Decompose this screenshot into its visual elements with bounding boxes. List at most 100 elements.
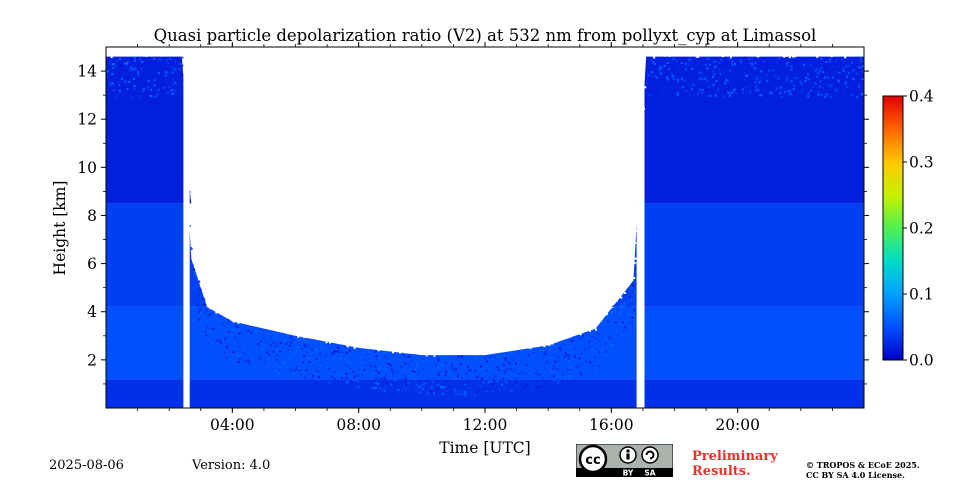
noise-pixel: [675, 74, 677, 77]
noise-pixel: [327, 366, 330, 369]
noise-pixel: [706, 82, 709, 84]
noise-pixel: [192, 268, 195, 271]
noise-pixel: [456, 351, 459, 354]
noise-pixel: [173, 61, 175, 64]
noise-pixel: [229, 333, 231, 336]
noise-pixel: [290, 368, 293, 371]
noise-pixel: [408, 342, 411, 345]
noise-pixel: [460, 355, 463, 358]
noise-pixel: [116, 89, 118, 92]
noise-pixel: [275, 358, 278, 361]
noise-pixel: [149, 92, 151, 95]
noise-pixel: [504, 357, 507, 360]
noise-pixel: [348, 369, 351, 372]
noise-pixel: [207, 327, 210, 330]
noise-pixel: [604, 333, 607, 336]
noise-pixel: [610, 348, 613, 351]
noise-pixel: [337, 350, 339, 353]
noise-pixel: [755, 89, 758, 92]
noise-pixel: [599, 335, 601, 338]
noise-pixel: [289, 358, 292, 361]
noise-pixel: [677, 81, 680, 83]
noise-pixel: [840, 59, 843, 62]
noise-pixel: [835, 57, 838, 60]
noise-pixel: [516, 384, 519, 387]
noise-pixel: [337, 340, 340, 343]
noise-pixel: [852, 69, 855, 72]
attribution-icon: [619, 446, 637, 464]
noise-pixel: [766, 75, 769, 78]
noise-pixel: [138, 75, 141, 77]
noise-pixel: [825, 61, 828, 64]
noise-pixel: [712, 83, 715, 86]
noise-pixel: [754, 81, 757, 84]
noise-pixel: [844, 56, 847, 59]
noise-pixel: [232, 312, 235, 315]
noise-pixel: [190, 247, 193, 250]
noise-pixel: [772, 69, 775, 72]
noise-pixel: [860, 66, 863, 69]
noise-pixel: [230, 322, 233, 325]
noise-pixel: [406, 345, 409, 348]
noise-pixel: [344, 383, 347, 386]
noise-pixel: [858, 60, 861, 63]
noise-pixel: [191, 264, 194, 267]
noise-pixel: [385, 368, 388, 371]
noise-pixel: [135, 52, 137, 54]
noise-pixel: [661, 51, 664, 54]
noise-pixel: [196, 304, 199, 307]
noise-pixel: [390, 364, 393, 367]
noise-pixel: [408, 356, 411, 359]
noise-pixel: [608, 337, 611, 340]
noise-pixel: [565, 353, 568, 356]
noise-pixel: [311, 357, 314, 360]
noise-pixel: [119, 57, 122, 60]
noise-pixel: [152, 57, 155, 60]
noise-pixel: [614, 330, 617, 333]
noise-pixel: [709, 94, 712, 97]
noise-pixel: [141, 71, 144, 74]
noise-pixel: [388, 342, 391, 345]
noise-pixel: [300, 337, 303, 340]
noise-pixel: [246, 315, 249, 318]
noise-pixel: [452, 355, 455, 358]
noise-pixel: [833, 76, 835, 79]
noise-pixel: [597, 365, 600, 368]
noise-pixel: [652, 61, 655, 64]
noise-pixel: [695, 89, 698, 92]
noise-pixel: [250, 315, 253, 318]
noise-pixel: [198, 272, 201, 275]
noise-pixel: [229, 330, 232, 333]
noise-pixel: [731, 60, 734, 63]
noise-pixel: [522, 386, 525, 389]
noise-pixel: [537, 375, 540, 378]
noise-pixel: [371, 383, 374, 386]
noise-pixel: [557, 333, 560, 336]
noise-pixel: [451, 377, 454, 380]
noise-pixel: [139, 58, 141, 61]
noise-pixel: [660, 49, 663, 52]
noise-pixel: [327, 367, 330, 370]
noise-pixel: [367, 351, 370, 354]
noise-pixel: [306, 344, 309, 347]
noise-pixel: [307, 333, 310, 336]
noise-pixel: [374, 338, 377, 341]
noise-pixel: [631, 316, 634, 319]
noise-pixel: [724, 53, 727, 56]
noise-pixel: [338, 383, 341, 386]
noise-pixel: [295, 365, 298, 368]
noise-pixel: [369, 365, 372, 368]
noise-pixel: [290, 353, 293, 356]
noise-pixel: [828, 60, 831, 63]
noise-pixel: [367, 384, 370, 387]
noise-pixel: [411, 370, 414, 373]
noise-pixel: [754, 62, 757, 64]
noise-pixel: [595, 332, 598, 335]
noise-pixel: [612, 343, 615, 346]
noise-pixel: [628, 277, 631, 280]
noise-pixel: [651, 76, 654, 79]
noise-pixel: [435, 385, 438, 388]
noise-pixel: [387, 366, 390, 369]
noise-pixel: [410, 346, 413, 349]
